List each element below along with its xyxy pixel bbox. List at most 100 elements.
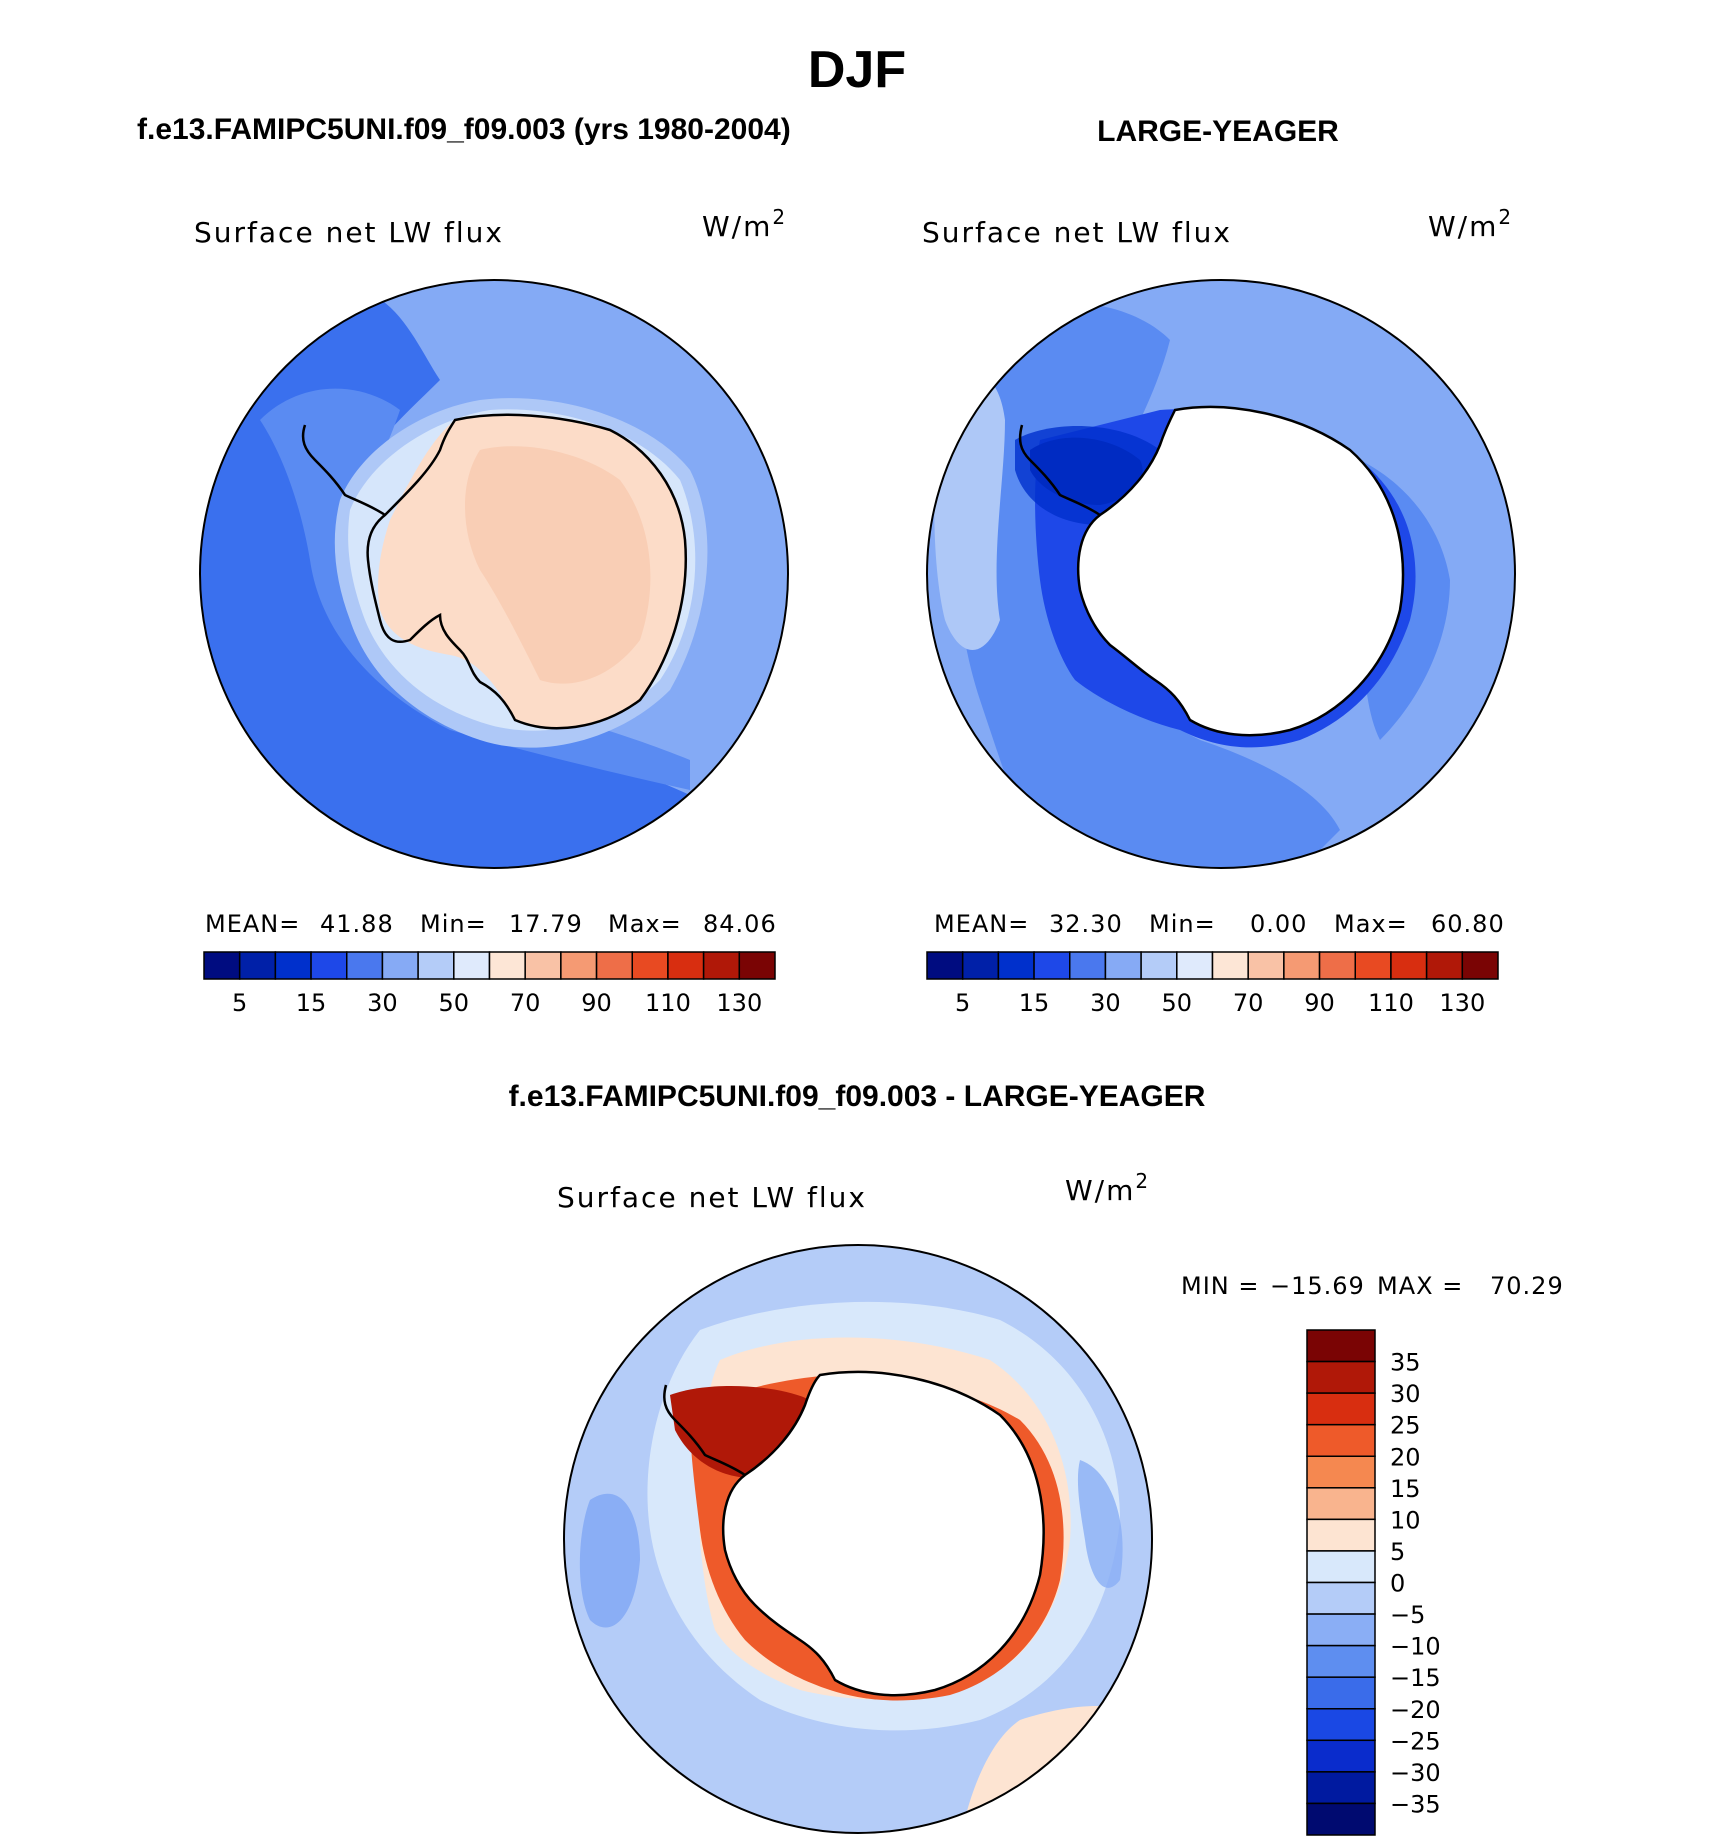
colorbar-swatch xyxy=(1306,1708,1376,1742)
colorbar-swatch xyxy=(1176,951,1214,980)
diff-min-value: −15.69 xyxy=(1270,1272,1365,1300)
colorbar-swatch xyxy=(1425,951,1464,980)
colorbar-tick-label: 110 xyxy=(645,989,691,1017)
stat-max-label: Max= xyxy=(608,910,682,938)
panel-model-units: W/m2 xyxy=(702,205,787,243)
colorbar-tick-label: 5 xyxy=(1390,1538,1405,1566)
panel-obs-units: W/m2 xyxy=(1428,205,1513,243)
map-model-peninsula xyxy=(301,424,386,517)
colorbar-swatch xyxy=(1104,951,1142,980)
map-diff xyxy=(564,1245,1152,1833)
panel-diff-minmax: MIN = −15.69 MAX = 70.29 xyxy=(1181,1272,1564,1300)
colorbar-swatch xyxy=(417,951,455,980)
units-base: W/m xyxy=(702,210,772,243)
colorbar-swatch xyxy=(1033,951,1071,980)
panel-obs-variable-label: Surface net LW flux xyxy=(922,216,1232,249)
colorbar-swatch xyxy=(524,951,562,980)
colorbar-swatch xyxy=(926,951,964,980)
panel-diff-title: f.e13.FAMIPC5UNI.f09_f09.003 - LARGE-YEA… xyxy=(509,1080,1206,1113)
colorbar-tick-label: 5 xyxy=(955,989,970,1017)
colorbar-tick-label: −15 xyxy=(1390,1664,1441,1692)
map-model xyxy=(200,280,788,868)
colorbar-swatch xyxy=(667,951,705,980)
units-exponent: 2 xyxy=(1135,1169,1150,1193)
colorbar-tick-label: 30 xyxy=(367,989,398,1017)
colorbar-swatch xyxy=(203,951,241,980)
stat-min-label: Min= xyxy=(1149,910,1216,938)
map-diff-mid-blue-patch-2 xyxy=(1077,1460,1123,1588)
colorbar-swatch xyxy=(1306,1771,1376,1805)
units-base: W/m xyxy=(1428,210,1498,243)
colorbar-tick-label: 110 xyxy=(1368,989,1414,1017)
map-model-border xyxy=(199,279,789,869)
stat-min-label: Min= xyxy=(420,910,487,938)
colorbar-tick-label: 50 xyxy=(1162,989,1193,1017)
map-model-antarctica-warmer xyxy=(465,446,651,684)
diff-min-label: MIN = xyxy=(1181,1272,1259,1300)
colorbar-swatch xyxy=(738,951,776,980)
panel-diff-units: W/m2 xyxy=(1065,1169,1150,1207)
map-diff-peninsula xyxy=(663,1384,746,1477)
stat-mean-label: MEAN= xyxy=(205,910,300,938)
colorbar-swatch xyxy=(1318,951,1356,980)
diff-max-value: 70.29 xyxy=(1490,1272,1564,1300)
colorbar-swatch xyxy=(488,951,526,980)
diff-max-label: MAX = xyxy=(1377,1272,1463,1300)
colorbar-swatch xyxy=(1306,1360,1376,1394)
colorbar-swatch xyxy=(1461,951,1499,980)
colorbar-tick-label: 90 xyxy=(1304,989,1335,1017)
colorbar-swatch xyxy=(1306,1581,1376,1615)
colorbar-tick-label: −35 xyxy=(1390,1790,1441,1818)
colorbar-swatch xyxy=(1306,1329,1376,1363)
colorbar-tick-label: 15 xyxy=(296,989,327,1017)
colorbar-swatch xyxy=(1069,951,1107,980)
colorbar-tick-label: −30 xyxy=(1390,1759,1441,1787)
panel-model-stats: MEAN= 41.88 Min= 17.79 Max= 84.06 xyxy=(205,910,777,938)
colorbar-swatch xyxy=(1306,1487,1376,1521)
colorbar-swatch xyxy=(381,951,419,980)
colorbar-swatch xyxy=(1390,951,1428,980)
panel-model-variable-label: Surface net LW flux xyxy=(194,216,504,249)
colorbar-tick-label: 50 xyxy=(439,989,470,1017)
colorbar-swatch xyxy=(346,951,384,980)
colorbar-swatch xyxy=(1306,1550,1376,1584)
colorbar-swatch xyxy=(1306,1613,1376,1647)
colorbar-swatch xyxy=(1306,1423,1376,1457)
map-obs-peninsula xyxy=(1018,424,1101,517)
page-title: DJF xyxy=(808,41,906,99)
colorbar-obs: 5 15 30 50 70 90 110 130 xyxy=(926,951,1499,1017)
colorbar-tick-label: 20 xyxy=(1390,1443,1421,1471)
map-obs-antarctica-blank xyxy=(1078,406,1403,736)
colorbar-swatch xyxy=(310,951,348,980)
colorbar-swatch xyxy=(1306,1644,1376,1678)
map-diff-border xyxy=(563,1244,1153,1834)
map-diff-coastline xyxy=(721,1370,1045,1697)
map-diff-mid-blue-patch xyxy=(579,1493,640,1628)
colorbar-swatch xyxy=(453,951,491,980)
stat-mean-value: 32.30 xyxy=(1049,910,1123,938)
colorbar-tick-label: 5 xyxy=(232,989,247,1017)
colorbar-tick-label: 30 xyxy=(1090,989,1121,1017)
panel-model: f.e13.FAMIPC5UNI.f09_f09.003 (yrs 1980-2… xyxy=(137,113,791,1017)
colorbar-swatch xyxy=(1306,1739,1376,1773)
stat-min-value: 17.79 xyxy=(509,910,583,938)
colorbar-swatch xyxy=(1306,1676,1376,1710)
colorbar-swatch xyxy=(1140,951,1178,980)
map-obs-pale-patch xyxy=(934,372,1005,650)
colorbar-swatch xyxy=(238,951,277,980)
stat-mean-value: 41.88 xyxy=(320,910,394,938)
stat-min-value: 0.00 xyxy=(1250,910,1307,938)
panel-model-case-title: f.e13.FAMIPC5UNI.f09_f09.003 (yrs 1980-2… xyxy=(137,113,791,146)
colorbar-tick-label: 15 xyxy=(1390,1475,1421,1503)
stat-max-value: 84.06 xyxy=(703,910,777,938)
colorbar-tick-label: −20 xyxy=(1390,1696,1441,1724)
colorbar-tick-label: 70 xyxy=(510,989,541,1017)
colorbar-tick-label: 25 xyxy=(1390,1412,1421,1440)
colorbar-swatch xyxy=(1306,1802,1376,1836)
colorbar-swatch xyxy=(631,951,669,980)
panel-obs-case-title: LARGE-YEAGER xyxy=(1097,115,1339,148)
colorbar-swatch xyxy=(997,951,1035,980)
map-model-coastline xyxy=(366,413,687,730)
units-base: W/m xyxy=(1065,1174,1135,1207)
